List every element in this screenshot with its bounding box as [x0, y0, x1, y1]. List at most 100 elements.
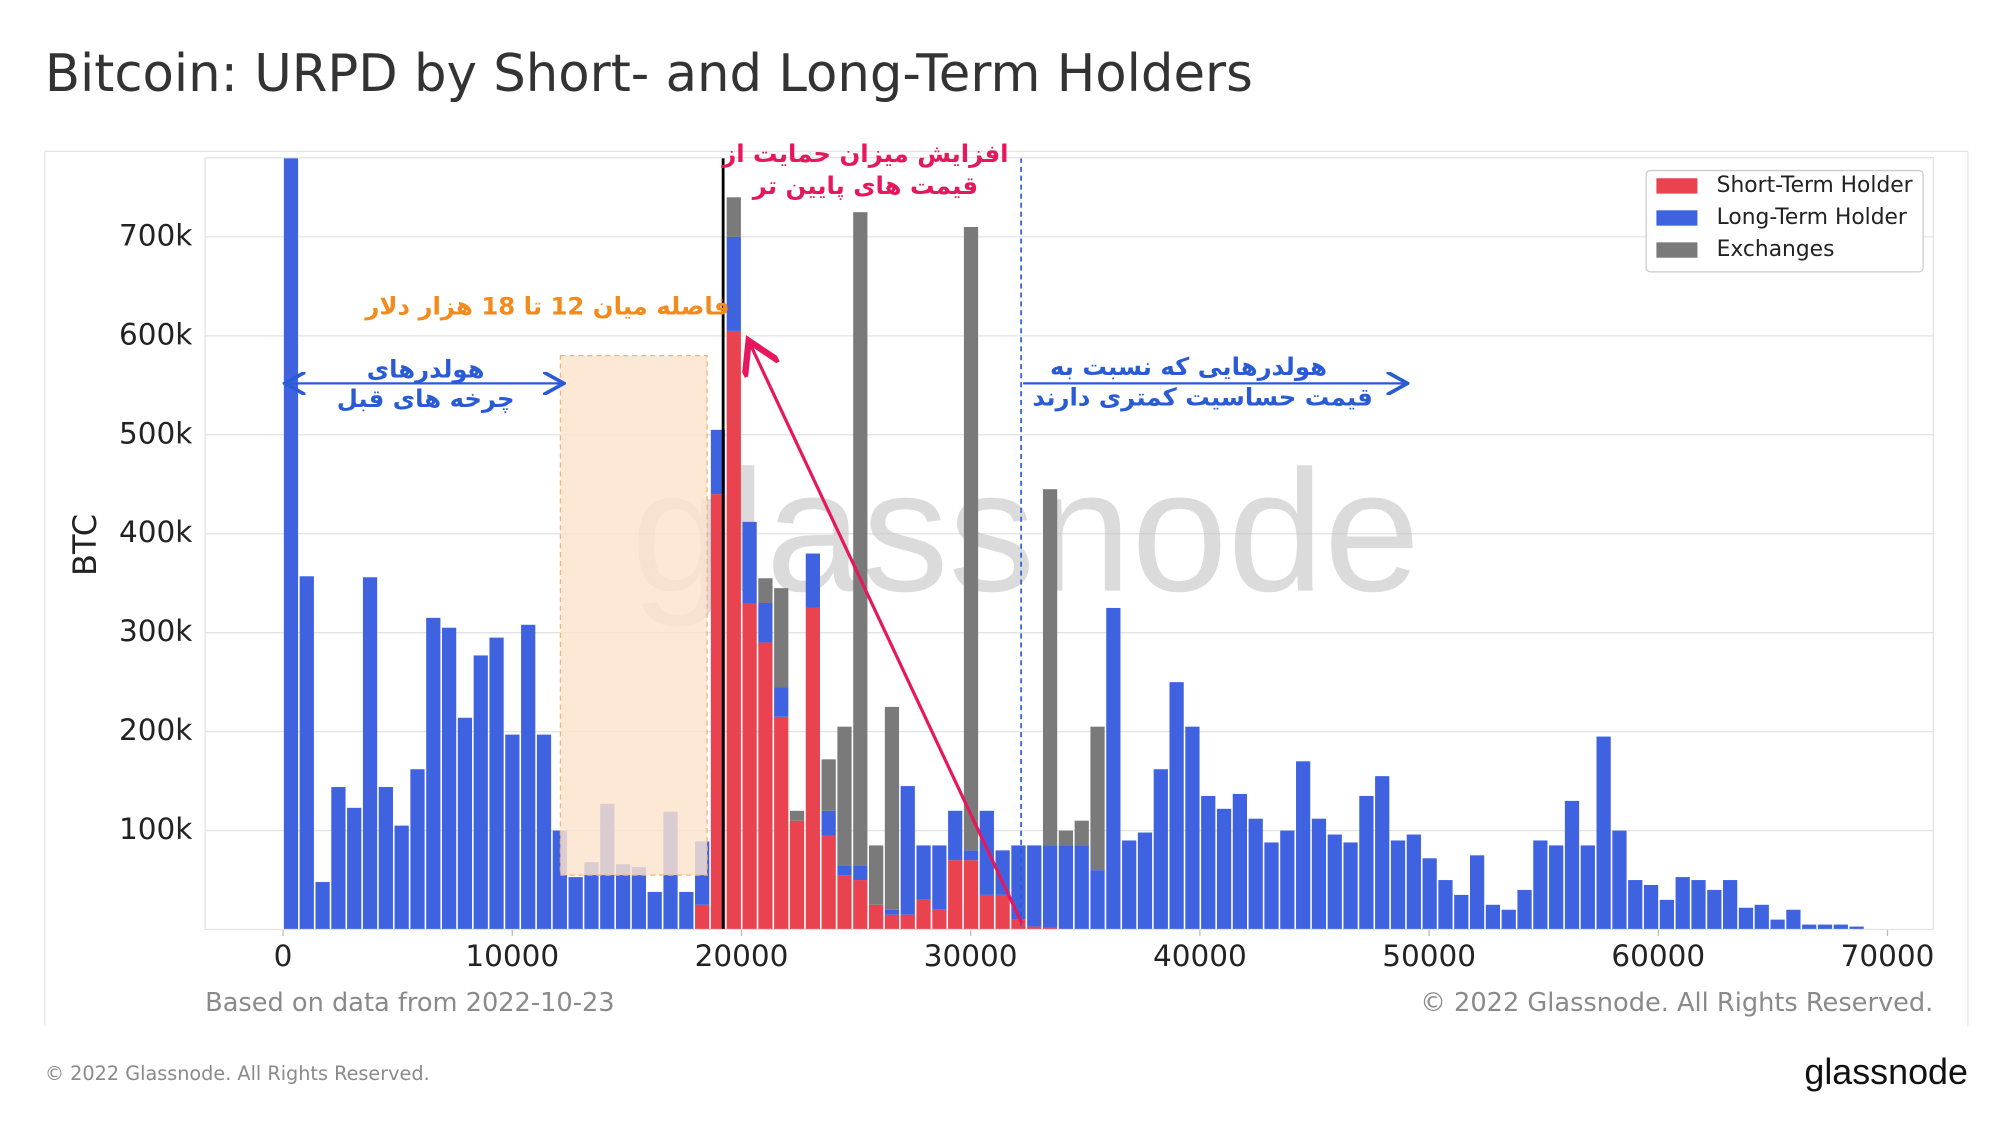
bar-segment [1549, 845, 1564, 930]
bar-segment [1817, 924, 1833, 930]
legend-label: Long-Term Holder [1717, 205, 1907, 230]
bar-segment [900, 914, 915, 930]
bar-segment [615, 864, 631, 930]
bar-segment [774, 716, 789, 930]
bar-segment [299, 576, 314, 930]
bar-segment [1122, 840, 1137, 930]
footer-copyright: © 2022 Glassnode. All Rights Reserved. [45, 1062, 430, 1085]
bar-segment [1011, 919, 1026, 930]
bar-segment [315, 882, 330, 930]
bar-segment [1169, 682, 1184, 930]
y-tick-label: 100k [119, 812, 192, 846]
bar-segment [410, 769, 425, 930]
bar-segment [1691, 880, 1706, 930]
bar-segment [1042, 489, 1058, 846]
annotation: افزایش میزان حمایت از [720, 139, 1008, 168]
bar-segment [1311, 818, 1327, 930]
bar-segment [995, 894, 1010, 930]
bar-segment [948, 860, 963, 930]
bar-segment [963, 850, 979, 861]
y-tick-label: 300k [119, 614, 192, 648]
overlays [559, 157, 1022, 930]
x-tick-label: 0 [274, 939, 293, 973]
bar-segment [521, 624, 536, 930]
bar-segment [869, 845, 884, 905]
bar-segment [1042, 927, 1058, 930]
brand-logo: glassnode [1804, 1052, 1968, 1092]
bar-segment [853, 880, 868, 930]
bar-segment [1390, 840, 1406, 930]
bar-segment [283, 157, 299, 930]
bar-segment [726, 330, 741, 930]
bar-segment [916, 845, 931, 900]
bar-segment [805, 553, 820, 608]
bar-segment [1232, 793, 1247, 930]
bar-segment [1754, 904, 1769, 930]
x-tick-label: 60000 [1611, 939, 1705, 973]
bar-segment [347, 807, 362, 930]
annotation: قیمت های پایین تر [751, 171, 978, 200]
bar-segment [647, 891, 662, 930]
bar-segment [568, 877, 583, 930]
bar-segment [1058, 830, 1074, 846]
bar-segment [821, 759, 836, 811]
bar-segment [1027, 845, 1042, 927]
x-tick-label: 30000 [924, 939, 1018, 973]
bar-segment [378, 787, 393, 930]
bar-segment [584, 862, 599, 930]
bar-segment [1406, 834, 1421, 930]
y-tick-label: 600k [119, 317, 192, 351]
bar-segment [932, 845, 947, 910]
bar-segment [1058, 845, 1074, 930]
legend-label: Exchanges [1717, 237, 1835, 262]
bar-segment [1533, 840, 1548, 930]
bar-segment [774, 588, 789, 688]
bar-segment [1185, 726, 1200, 930]
panel-border [44, 150, 1969, 1026]
bar-segment [884, 914, 900, 930]
x-tick-label: 20000 [695, 939, 789, 973]
bar-segment [900, 786, 915, 915]
bar-segment [932, 909, 947, 930]
bar-segment [1469, 855, 1485, 930]
y-axis-label: BTC [66, 514, 104, 576]
bar-segment [1833, 924, 1848, 930]
legend-swatch [1656, 210, 1698, 226]
plot-frame [204, 157, 1934, 931]
bar-segment [979, 810, 994, 895]
bar-segment [948, 810, 963, 861]
legend: Short-Term Holder Long-Term Holder Exchang… [1645, 169, 1924, 273]
bar-segment [1264, 842, 1279, 930]
bar-segment [758, 602, 773, 643]
bar-segment [1375, 776, 1390, 930]
annotation: فاصله میان 12 تا 18 هزار دلار [363, 292, 729, 321]
bar-segment [331, 787, 346, 930]
bar-segment [1201, 795, 1216, 930]
bar-segment [473, 655, 488, 930]
plot-copyright: © 2022 Glassnode. All Rights Reserved. [1420, 988, 1933, 1018]
bar-segment [884, 706, 900, 910]
bar-segment [1659, 899, 1674, 930]
bar-segment [1580, 845, 1595, 930]
bar-segment [1707, 889, 1722, 930]
bar-segment [426, 617, 441, 930]
bar-segment [758, 642, 773, 930]
bar-segment [963, 226, 979, 851]
bar-segment [837, 726, 852, 866]
y-tick-label: 400k [119, 515, 192, 549]
bar-segment [362, 577, 378, 930]
bar-segment [821, 835, 836, 930]
legend-label: Short-Term Holder [1717, 173, 1913, 198]
x-tick-label: 50000 [1382, 939, 1476, 973]
bar-segment [1738, 907, 1754, 930]
bar-segment [1786, 909, 1801, 930]
bar-segment [1675, 877, 1690, 930]
bar-segment [1343, 842, 1358, 930]
bar-segment [821, 810, 836, 836]
bar-segment [1090, 870, 1105, 930]
bar-segment [1027, 926, 1042, 930]
bar-segment [394, 825, 409, 930]
bar-segment [1216, 808, 1232, 930]
arrow [750, 344, 1024, 924]
